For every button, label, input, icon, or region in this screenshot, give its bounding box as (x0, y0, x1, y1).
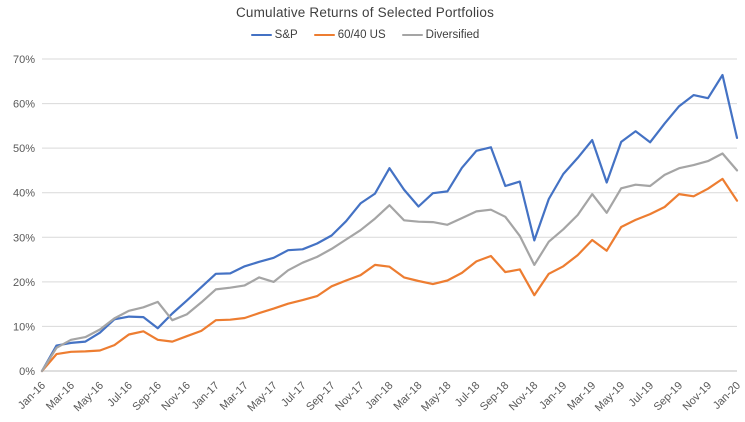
x-tick-label: May-16 (72, 380, 106, 414)
x-tick-label: Jan-18 (363, 380, 395, 412)
y-tick-label: 50% (13, 143, 35, 155)
legend-label-diversified: Diversified (425, 29, 480, 41)
gridlines (42, 58, 737, 372)
x-tick-label: Sep-17 (304, 380, 338, 414)
x-tick-label: Sep-18 (478, 380, 512, 414)
legend-item-sp: S&P (250, 29, 298, 41)
x-tick-label: Jan-16 (16, 380, 48, 412)
x-tick-label: Mar-17 (218, 380, 251, 413)
y-tick-label: 30% (13, 232, 35, 244)
x-tick-label: Nov-17 (333, 380, 367, 414)
legend-item-6040: 60/40 US (313, 29, 386, 41)
y-axis-tick-labels: 0% 10% 20% 30% 40% 50% 60% 70% (13, 54, 35, 378)
series-line-diversified (40, 152, 739, 373)
legend-line-swatch-diversified (401, 33, 423, 37)
x-tick-label: Nov-19 (681, 380, 715, 414)
series-line-s-p (40, 73, 739, 373)
legend-label-6040: 60/40 US (337, 29, 386, 41)
legend-label-sp: S&P (274, 29, 298, 41)
y-tick-label: 40% (13, 188, 35, 200)
legend-line-swatch-6040 (313, 33, 335, 37)
y-tick-label: 70% (13, 54, 35, 66)
x-tick-label: May-17 (245, 380, 279, 414)
chart-legend: S&P 60/40 US Diversified (0, 29, 730, 41)
x-tick-label: Jan-20 (711, 380, 743, 412)
x-tick-label: Sep-19 (652, 380, 686, 414)
x-tick-label: Nov-18 (507, 380, 541, 414)
x-tick-label: Mar-16 (44, 380, 77, 413)
legend-line-swatch-sp (250, 33, 272, 37)
x-tick-label: Mar-18 (391, 380, 424, 413)
y-tick-label: 10% (13, 321, 35, 333)
x-tick-label: Jan-19 (537, 380, 569, 412)
x-tick-label: Sep-16 (130, 380, 164, 414)
series-line-60-40-us (40, 177, 739, 373)
legend-item-diversified: Diversified (401, 29, 480, 41)
x-tick-label: Mar-19 (565, 380, 598, 413)
x-tick-label: Nov-16 (159, 380, 193, 414)
y-tick-label: 60% (13, 99, 35, 111)
chart-title: Cumulative Returns of Selected Portfolio… (235, 5, 495, 20)
x-tick-label: May-18 (419, 380, 453, 414)
x-tick-label: Jan-17 (190, 380, 222, 412)
y-tick-label: 0% (19, 366, 35, 378)
x-tick-label: May-19 (593, 380, 627, 414)
y-tick-label: 20% (13, 277, 35, 289)
